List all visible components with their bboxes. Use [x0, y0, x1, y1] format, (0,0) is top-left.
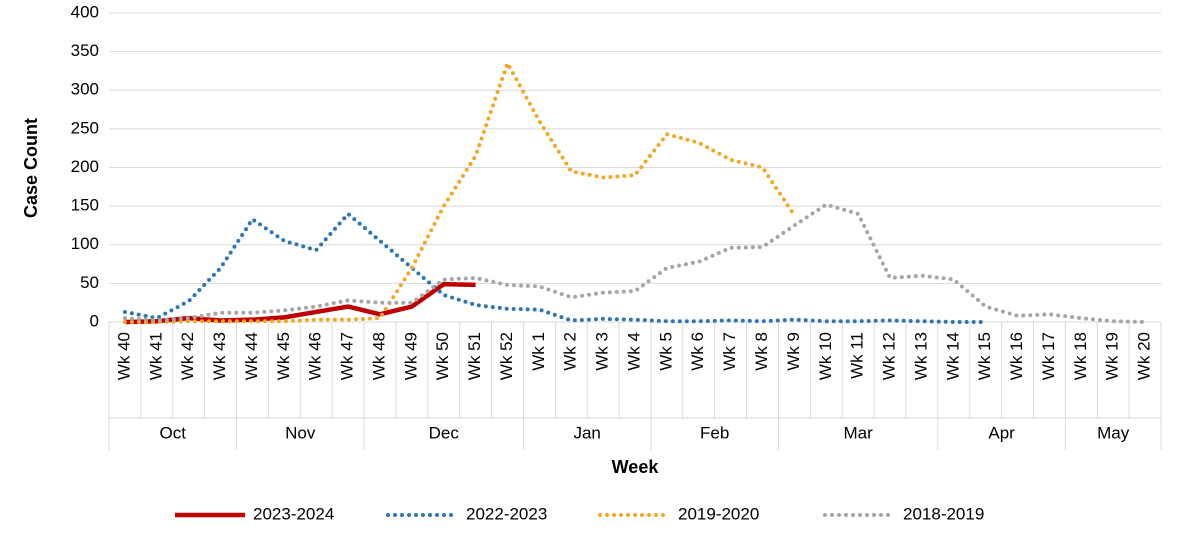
group-label: May — [1097, 423, 1130, 442]
series-line — [122, 58, 797, 324]
x-tick-label: Wk 40 — [114, 332, 133, 380]
x-tick-label: Wk 2 — [561, 332, 580, 371]
series-line — [124, 281, 476, 325]
x-tick-label: Wk 44 — [242, 332, 261, 380]
x-tick-label: Wk 14 — [943, 332, 962, 380]
x-tick-label: Wk 4 — [624, 332, 643, 371]
y-tick-label: 150 — [71, 196, 99, 215]
group-label: Dec — [429, 423, 460, 442]
legend-label: 2018-2019 — [903, 504, 984, 523]
y-axis-label: Case Count — [21, 118, 41, 218]
x-tick-label: Wk 3 — [593, 332, 612, 371]
y-tick-label: 250 — [71, 118, 99, 137]
x-tick-label: Wk 20 — [1135, 332, 1154, 380]
x-tick-label: Wk 7 — [720, 332, 739, 371]
y-tick-label: 0 — [90, 311, 99, 330]
x-tick-label: Wk 10 — [816, 332, 835, 380]
x-tick-label: Wk 16 — [1007, 332, 1026, 380]
x-tick-label: Wk 8 — [752, 332, 771, 371]
x-tick-label: Wk 5 — [656, 332, 675, 371]
x-tick-label: Wk 45 — [274, 332, 293, 380]
x-tick-label: Wk 52 — [497, 332, 516, 380]
x-tick-label: Wk 12 — [880, 332, 899, 380]
x-tick-label: Wk 48 — [369, 332, 388, 380]
group-label: Feb — [700, 423, 729, 442]
group-label: Nov — [285, 423, 316, 442]
x-tick-label: Wk 47 — [338, 332, 357, 380]
x-tick-label: Wk 6 — [688, 332, 707, 371]
x-tick-label: Wk 18 — [1071, 332, 1090, 380]
y-tick-label: 400 — [71, 2, 99, 21]
y-tick-label: 300 — [71, 80, 99, 99]
y-tick-label: 100 — [71, 234, 99, 253]
x-tick-label: Wk 43 — [210, 332, 229, 380]
series-line — [122, 211, 988, 324]
series-line — [122, 202, 1148, 324]
x-tick-label: Wk 51 — [465, 332, 484, 380]
group-label: Jan — [573, 423, 600, 442]
legend-label: 2019-2020 — [678, 504, 759, 523]
group-label: Mar — [844, 423, 874, 442]
x-axis-label: Week — [612, 457, 660, 477]
x-tick-label: Wk 46 — [306, 332, 325, 380]
x-tick-label: Wk 9 — [784, 332, 803, 371]
group-label: Apr — [988, 423, 1015, 442]
x-tick-label: Wk 19 — [1103, 332, 1122, 380]
x-tick-label: Wk 1 — [529, 332, 548, 371]
x-tick-label: Wk 49 — [401, 332, 420, 380]
x-tick-label: Wk 11 — [848, 332, 867, 379]
x-tick-label: Wk 50 — [433, 332, 452, 380]
x-tick-label: Wk 17 — [1039, 332, 1058, 380]
x-tick-label: Wk 41 — [146, 332, 165, 380]
x-tick-label: Wk 13 — [911, 332, 930, 380]
y-tick-label: 50 — [80, 273, 99, 292]
legend-label: 2022-2023 — [466, 504, 547, 523]
x-tick-label: Wk 42 — [178, 332, 197, 380]
x-tick-label: Wk 15 — [975, 332, 994, 380]
y-tick-label: 200 — [71, 157, 99, 176]
y-tick-label: 350 — [71, 41, 99, 60]
group-label: Oct — [160, 423, 187, 442]
legend-label: 2023-2024 — [253, 504, 334, 523]
